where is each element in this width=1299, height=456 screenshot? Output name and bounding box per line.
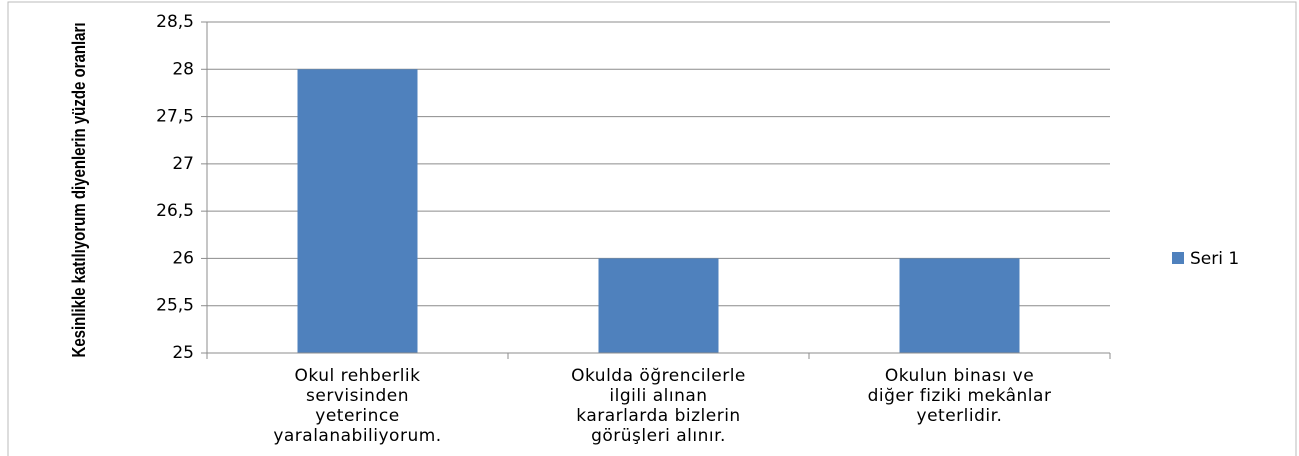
y-tick-label: 27,5 xyxy=(156,107,194,127)
y-tick-label: 28,5 xyxy=(156,12,194,32)
legend-swatch xyxy=(1172,252,1184,264)
legend-label: Seri 1 xyxy=(1190,249,1239,269)
bar xyxy=(297,69,418,354)
y-axis-label: Kesinlikle katılıyorum diyenlerin yüzde … xyxy=(69,23,89,358)
x-tick-label: Okulun binası ve diğer fiziki mekânlar y… xyxy=(867,366,1052,426)
x-tick-label: Okulda öğrencilerle ilgili alınan kararl… xyxy=(571,366,746,446)
y-tick-label: 28 xyxy=(172,59,194,79)
bar xyxy=(899,258,1020,353)
chart-border xyxy=(7,1,1297,456)
y-tick-label: 27 xyxy=(172,154,194,174)
x-tick-label: Okul rehberlik servisinden yeterince yar… xyxy=(273,366,442,446)
y-tick-label: 25,5 xyxy=(156,296,194,316)
bar xyxy=(598,258,719,353)
y-tick-label: 26,5 xyxy=(156,201,194,221)
y-tick-label: 25 xyxy=(172,343,194,363)
y-tick-label: 26 xyxy=(172,248,194,268)
